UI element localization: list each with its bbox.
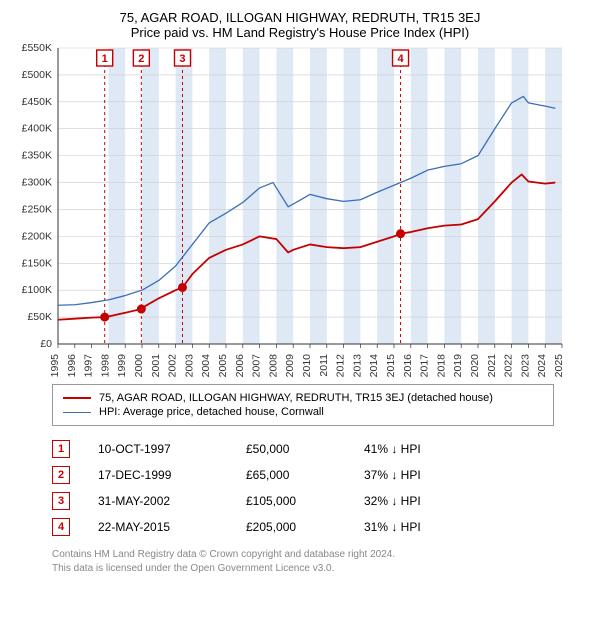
svg-text:2013: 2013 <box>351 354 363 378</box>
svg-text:2014: 2014 <box>368 354 380 378</box>
svg-text:2025: 2025 <box>553 354 565 378</box>
svg-text:2000: 2000 <box>133 354 145 378</box>
event-delta: 32% ↓ HPI <box>364 494 474 508</box>
event-delta: 31% ↓ HPI <box>364 520 474 534</box>
svg-text:£200K: £200K <box>22 230 52 242</box>
event-delta: 41% ↓ HPI <box>364 442 474 456</box>
svg-text:£50K: £50K <box>27 311 52 323</box>
svg-text:£300K: £300K <box>22 177 52 189</box>
svg-text:2011: 2011 <box>318 354 330 377</box>
svg-text:3: 3 <box>179 53 185 65</box>
footnote-line-2: This data is licensed under the Open Gov… <box>52 562 590 576</box>
event-badge: 4 <box>52 518 70 536</box>
svg-text:2001: 2001 <box>150 354 162 378</box>
footnote: Contains HM Land Registry data © Crown c… <box>52 548 590 575</box>
svg-text:1999: 1999 <box>116 354 128 378</box>
legend-swatch <box>63 397 91 399</box>
price-chart: £0 £50K £100K £150K £200K £250K £300K £350K £400… <box>10 40 590 380</box>
event-price: £50,000 <box>246 442 336 456</box>
legend-swatch <box>63 412 91 413</box>
svg-text:1996: 1996 <box>66 354 78 378</box>
svg-text:£550K: £550K <box>22 42 52 54</box>
event-badge: 2 <box>52 466 70 484</box>
svg-text:2021: 2021 <box>486 354 498 378</box>
svg-text:2017: 2017 <box>419 354 431 378</box>
svg-text:2016: 2016 <box>402 354 414 378</box>
svg-text:2009: 2009 <box>284 354 296 378</box>
svg-text:2015: 2015 <box>385 354 397 378</box>
svg-text:2019: 2019 <box>452 354 464 378</box>
events-table: 1 10-OCT-1997 £50,000 41% ↓ HPI 2 17-DEC-1999… <box>52 436 590 540</box>
title-line-2: Price paid vs. HM Land Registry's House … <box>10 25 590 40</box>
event-price: £105,000 <box>246 494 336 508</box>
svg-text:1998: 1998 <box>99 354 111 378</box>
svg-text:1: 1 <box>102 53 108 65</box>
event-price: £65,000 <box>246 468 336 482</box>
event-date: 10-OCT-1997 <box>98 442 218 456</box>
svg-text:4: 4 <box>397 53 404 65</box>
svg-text:2010: 2010 <box>301 354 313 378</box>
svg-text:1995: 1995 <box>49 354 61 378</box>
svg-text:2003: 2003 <box>183 354 195 378</box>
event-date: 22-MAY-2015 <box>98 520 218 534</box>
svg-text:2023: 2023 <box>519 354 531 378</box>
event-row: 1 10-OCT-1997 £50,000 41% ↓ HPI <box>52 436 590 462</box>
svg-text:2018: 2018 <box>435 354 447 378</box>
svg-text:£0: £0 <box>40 338 52 350</box>
svg-text:1997: 1997 <box>83 354 95 378</box>
svg-text:2012: 2012 <box>335 354 347 378</box>
legend-label: 75, AGAR ROAD, ILLOGAN HIGHWAY, REDRUTH,… <box>99 392 493 404</box>
svg-text:2005: 2005 <box>217 354 229 378</box>
legend-row: HPI: Average price, detached house, Corn… <box>63 405 543 419</box>
legend-row: 75, AGAR ROAD, ILLOGAN HIGHWAY, REDRUTH,… <box>63 391 543 405</box>
svg-text:£500K: £500K <box>22 69 52 81</box>
event-badge: 3 <box>52 492 70 510</box>
svg-text:2002: 2002 <box>167 354 179 378</box>
svg-text:2007: 2007 <box>251 354 263 378</box>
svg-text:2008: 2008 <box>267 354 279 378</box>
event-price: £205,000 <box>246 520 336 534</box>
event-date: 31-MAY-2002 <box>98 494 218 508</box>
event-row: 2 17-DEC-1999 £65,000 37% ↓ HPI <box>52 462 590 488</box>
legend-label: HPI: Average price, detached house, Corn… <box>99 406 324 418</box>
title-line-1: 75, AGAR ROAD, ILLOGAN HIGHWAY, REDRUTH,… <box>10 10 590 25</box>
svg-text:£450K: £450K <box>22 96 52 108</box>
event-row: 4 22-MAY-2015 £205,000 31% ↓ HPI <box>52 514 590 540</box>
event-row: 3 31-MAY-2002 £105,000 32% ↓ HPI <box>52 488 590 514</box>
svg-text:2006: 2006 <box>234 354 246 378</box>
svg-text:2004: 2004 <box>200 354 212 378</box>
legend: 75, AGAR ROAD, ILLOGAN HIGHWAY, REDRUTH,… <box>52 384 554 426</box>
event-delta: 37% ↓ HPI <box>364 468 474 482</box>
footnote-line-1: Contains HM Land Registry data © Crown c… <box>52 548 590 562</box>
svg-text:£150K: £150K <box>22 257 52 269</box>
svg-text:2022: 2022 <box>503 354 515 378</box>
chart-svg: £0 £50K £100K £150K £200K £250K £300K £350K £400… <box>10 40 570 380</box>
svg-text:£250K: £250K <box>22 203 52 215</box>
svg-text:£100K: £100K <box>22 284 52 296</box>
svg-text:2020: 2020 <box>469 354 481 378</box>
svg-text:2024: 2024 <box>536 354 548 378</box>
event-badge: 1 <box>52 440 70 458</box>
svg-text:£400K: £400K <box>22 123 52 135</box>
svg-text:£350K: £350K <box>22 150 52 162</box>
event-date: 17-DEC-1999 <box>98 468 218 482</box>
svg-text:2: 2 <box>138 53 144 65</box>
